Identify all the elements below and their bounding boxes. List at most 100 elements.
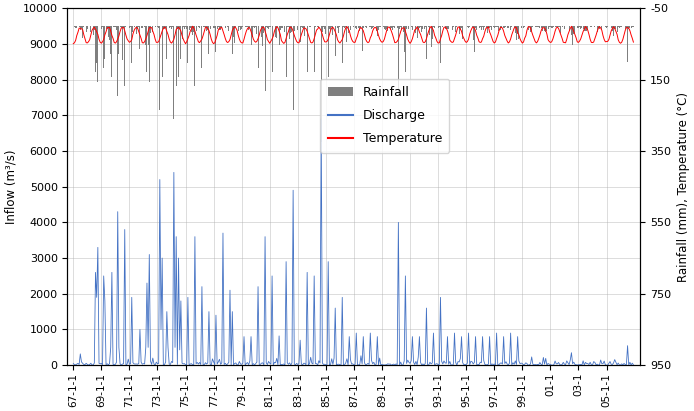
Bar (301, 26, 302, 27)
Bar (341, 26, 343, 63)
Bar (268, 26, 269, 29)
Bar (578, 26, 579, 28)
Bar (394, 26, 396, 28)
Bar (614, 26, 615, 29)
Bar (157, 26, 158, 27)
Bar (192, 26, 193, 35)
Bar (252, 26, 253, 37)
Bar (182, 26, 183, 39)
Bar (561, 26, 563, 27)
Bar (483, 26, 484, 30)
Bar (443, 26, 444, 28)
Bar (447, 26, 448, 30)
Bar (379, 26, 380, 27)
Bar (616, 26, 618, 32)
Bar (294, 26, 295, 31)
Bar (542, 26, 543, 31)
Bar (369, 26, 370, 27)
Bar (119, 26, 121, 28)
Bar (97, 26, 99, 82)
Bar (455, 26, 456, 32)
Bar (365, 26, 366, 27)
Bar (457, 26, 459, 30)
Bar (343, 26, 344, 28)
Bar (264, 26, 266, 91)
Bar (129, 26, 130, 28)
Bar (267, 26, 268, 28)
Bar (517, 26, 518, 34)
Bar (479, 26, 480, 28)
Bar (512, 26, 514, 27)
Bar (559, 26, 560, 27)
Bar (328, 26, 329, 77)
Bar (75, 26, 76, 28)
Bar (520, 26, 522, 28)
Bar (108, 26, 109, 37)
Bar (393, 26, 394, 27)
Bar (372, 26, 373, 28)
Bar (110, 26, 111, 54)
Bar (571, 26, 572, 35)
Bar (552, 26, 553, 28)
Bar (171, 26, 172, 29)
Bar (240, 26, 241, 30)
Bar (275, 26, 276, 37)
Bar (187, 26, 188, 63)
Bar (254, 26, 255, 28)
Bar (249, 26, 251, 28)
Bar (516, 26, 517, 40)
Bar (141, 26, 142, 28)
Bar (319, 26, 321, 31)
Bar (309, 26, 310, 27)
Bar (234, 26, 235, 43)
Bar (590, 26, 591, 27)
Bar (606, 26, 607, 28)
Bar (201, 26, 203, 68)
Bar (431, 26, 432, 46)
Bar (242, 26, 244, 27)
Bar (523, 26, 524, 28)
Bar (175, 26, 176, 44)
Bar (253, 26, 254, 27)
Bar (460, 26, 461, 30)
Bar (330, 26, 331, 30)
Bar (94, 26, 95, 30)
Bar (114, 26, 115, 27)
Bar (145, 26, 146, 44)
Bar (583, 26, 584, 29)
Bar (420, 26, 421, 27)
Bar (282, 26, 283, 28)
Bar (217, 26, 218, 29)
Bar (539, 26, 541, 28)
Bar (78, 26, 80, 27)
Bar (531, 26, 532, 30)
Bar (289, 26, 290, 39)
Bar (191, 26, 192, 32)
Bar (148, 26, 149, 44)
Bar (498, 26, 500, 32)
Bar (612, 26, 613, 31)
Bar (288, 26, 289, 27)
Bar (335, 26, 336, 56)
Bar (225, 26, 226, 28)
Bar (255, 26, 256, 27)
Bar (280, 26, 281, 30)
Bar (371, 26, 372, 29)
Bar (238, 26, 239, 31)
Bar (338, 26, 339, 33)
Bar (375, 26, 377, 31)
Bar (144, 26, 145, 27)
Bar (490, 26, 491, 27)
Bar (317, 26, 318, 27)
Bar (587, 26, 589, 30)
Bar (179, 26, 180, 29)
Bar (164, 26, 165, 30)
Bar (564, 26, 565, 29)
Bar (580, 26, 582, 29)
Bar (134, 26, 135, 28)
Bar (486, 26, 488, 33)
Bar (310, 26, 311, 27)
Bar (423, 26, 425, 29)
Bar (433, 26, 434, 27)
Bar (101, 26, 102, 29)
